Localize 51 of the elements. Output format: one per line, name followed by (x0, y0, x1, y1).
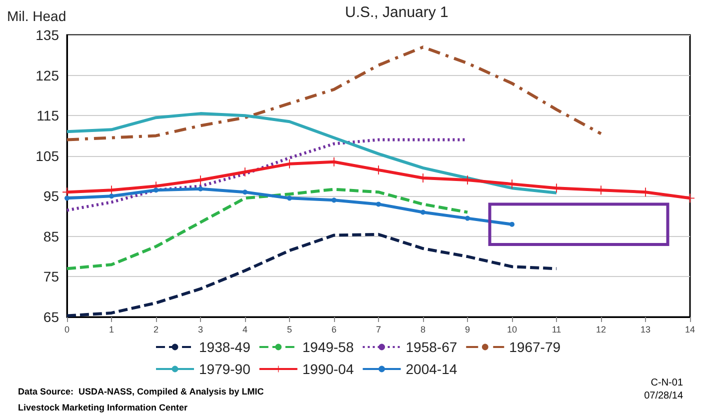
y-tick-label: 115 (36, 108, 60, 124)
y-axis-title: Mil. Head (7, 8, 66, 24)
point (242, 190, 248, 195)
x-tick-label: 3 (198, 324, 204, 334)
y-tick-label: 125 (36, 67, 60, 84)
line-series (66, 188, 469, 270)
line-series (66, 232, 558, 318)
point (287, 196, 292, 201)
x-tick-label: 9 (464, 324, 470, 334)
x-tick-label: 10 (506, 324, 518, 334)
text: 07/28/14 (644, 390, 684, 402)
point (510, 222, 514, 227)
x-tick-label: 4 (242, 324, 248, 334)
point (420, 210, 426, 215)
legend-label: 1938-49 (199, 339, 251, 355)
text: C-N-01 (650, 378, 684, 388)
x-tick-label: 1 (108, 324, 114, 334)
x-tick-label: 12 (596, 324, 606, 334)
y-tick-label: 65 (43, 309, 60, 325)
point (465, 216, 470, 221)
chart-title: U.S., January 1 (345, 4, 448, 21)
x-tick-label: 5 (286, 324, 292, 334)
legend-label: 1990-04 (302, 361, 354, 377)
y-tick-label: 95 (43, 188, 60, 204)
point (198, 186, 203, 192)
x-tick-label: 6 (331, 324, 337, 334)
x-tick-label: 8 (420, 324, 426, 334)
text: Livestock Marketing Information Center (18, 402, 188, 412)
point (64, 196, 70, 201)
line-series (66, 46, 602, 142)
x-tick-label: 11 (552, 324, 562, 334)
point (109, 194, 114, 199)
x-tick-label: 2 (153, 324, 159, 334)
legend-label: 1949-58 (302, 339, 354, 355)
x-tick-label: 0 (64, 324, 70, 334)
point (376, 202, 381, 207)
y-tick-label: 75 (43, 268, 60, 285)
legend-label: 1958-67 (406, 339, 458, 355)
x-tick-label: 14 (684, 324, 696, 334)
source-note: Data Source: USDA-NASS, Compiled & Analysis by LMIC (18, 386, 264, 396)
legend-label: 1979-90 (199, 361, 251, 377)
point (154, 188, 158, 193)
y-tick-label: 135 (36, 27, 60, 43)
legend-label: 2004-14 (406, 361, 458, 377)
y-tick-label: 85 (43, 228, 60, 244)
y-tick-label: 105 (36, 148, 60, 164)
point (332, 198, 336, 203)
x-tick-label: 13 (640, 324, 651, 334)
legend-label: 1967-79 (509, 339, 561, 355)
x-tick-label: 7 (376, 324, 382, 334)
line-series (66, 112, 558, 194)
